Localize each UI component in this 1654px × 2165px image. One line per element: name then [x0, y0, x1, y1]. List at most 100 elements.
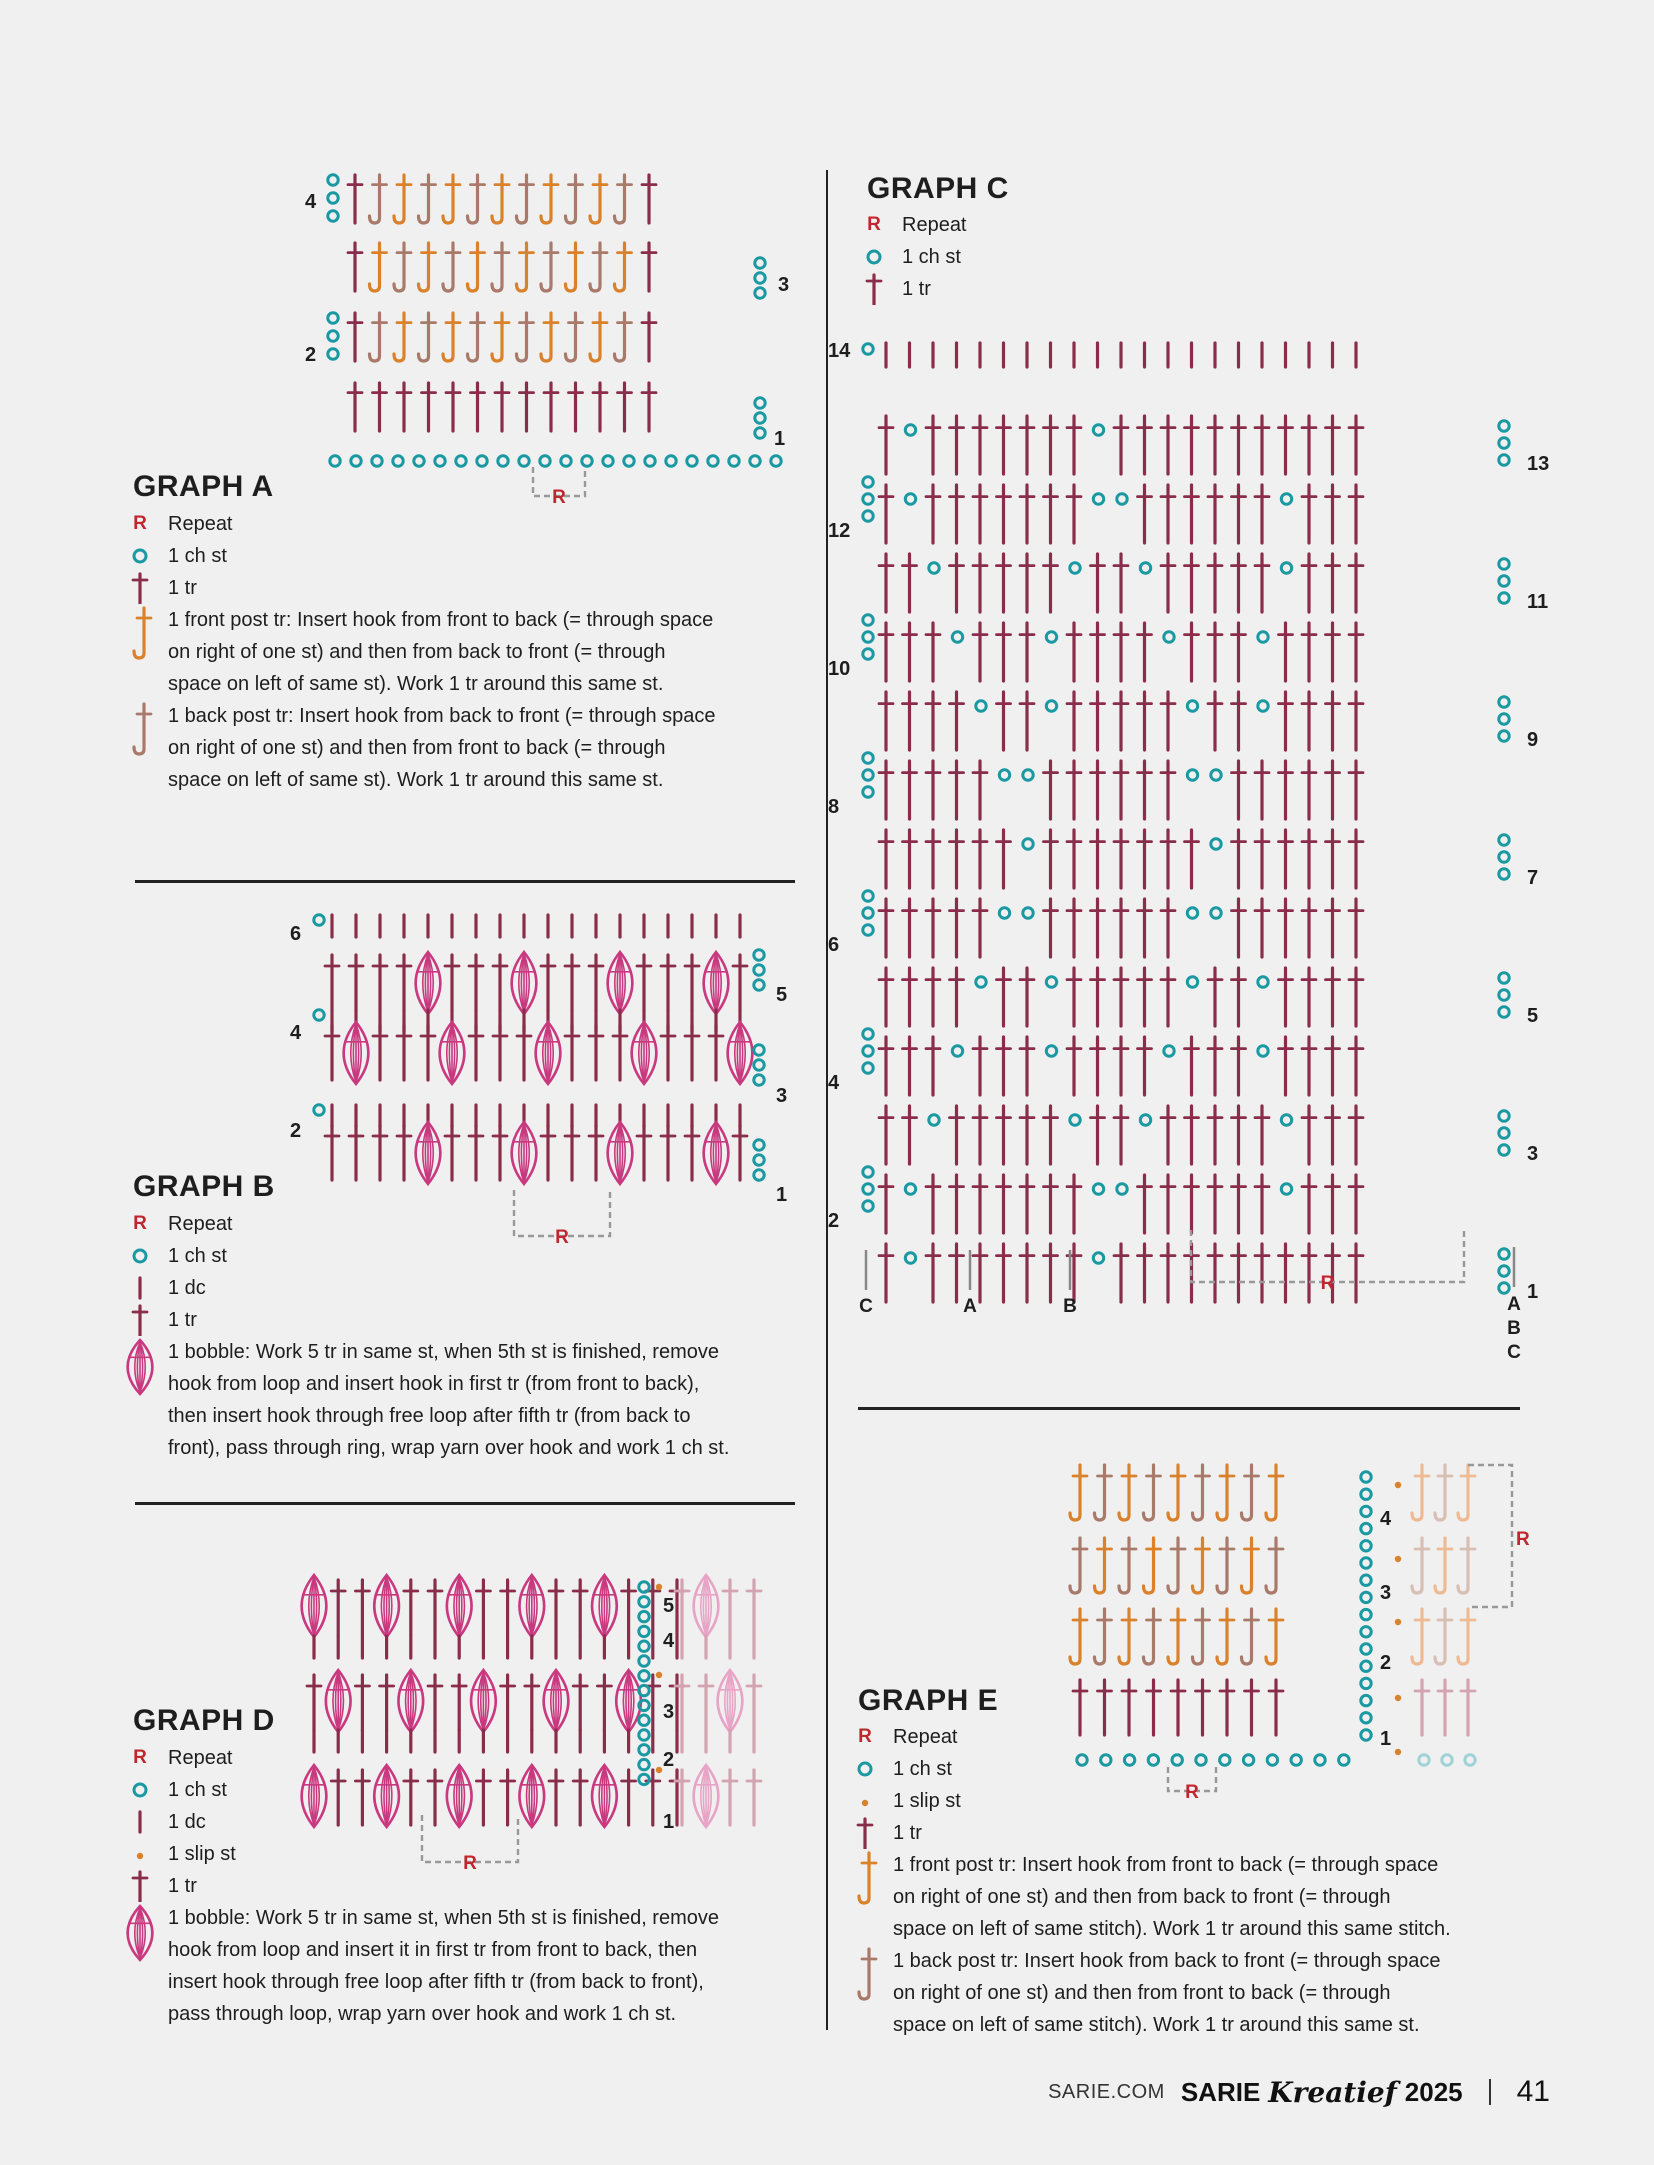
treble-symbol	[1136, 1173, 1153, 1235]
treble-symbol	[1065, 759, 1083, 821]
size-marker-label: A	[1507, 1294, 1521, 1315]
slip-stitch-dot	[1394, 1618, 1402, 1626]
legend-text: Repeat	[168, 513, 233, 535]
chain-circle	[326, 311, 340, 325]
legend-item: R Repeat	[112, 508, 812, 540]
graph-a-legend: R Repeat 1 ch st 1 tr 1 front post tr: Inser…	[112, 508, 812, 796]
treble-symbol	[673, 1673, 691, 1732]
chain-circle	[1279, 1182, 1294, 1196]
post-treble-symbol	[490, 241, 511, 293]
footer-brand: SARIE	[1180, 2076, 1261, 2107]
treble-symbol	[1300, 621, 1318, 683]
repeat-symbol: R	[133, 1747, 147, 1768]
legend-text-line: 1 back post tr: Insert hook from back to…	[168, 705, 716, 727]
size-marker-label: A	[963, 1296, 977, 1317]
chain-circle	[132, 1782, 148, 1798]
legend-text: 1 back post tr: Insert hook from back to…	[168, 700, 716, 796]
graph-d-legend: R Repeat 1 ch st 1 dc 1 slip st 1 tr 1 bobble:…	[112, 1742, 812, 2030]
post-treble-symbol	[1456, 1536, 1477, 1595]
chain-circle	[752, 1168, 766, 1182]
graph-b-title: GRAPH B	[133, 1170, 275, 1203]
legend-symbol	[112, 1240, 168, 1272]
post-treble-symbol	[588, 311, 609, 363]
chain-circle	[866, 249, 882, 265]
graph-a-title: GRAPH A	[133, 470, 274, 503]
treble-symbol	[901, 552, 918, 614]
chain-circle	[1115, 1182, 1129, 1196]
treble-symbol	[1159, 966, 1177, 1028]
chain-circle	[132, 548, 148, 564]
post-treble-symbol	[392, 173, 413, 225]
treble-symbol	[1183, 621, 1200, 683]
post-treble-symbol	[588, 241, 609, 293]
legend-text: 1 ch st	[902, 246, 961, 268]
post-treble-symbol	[514, 311, 535, 363]
post-treble-symbol	[1239, 1536, 1260, 1595]
legend-item: R Repeat	[846, 209, 1146, 241]
legend-text: 1 ch st	[893, 1758, 952, 1780]
treble-symbol	[493, 381, 511, 433]
legend-text-line: insert hook through free loop after fift…	[168, 1971, 704, 1993]
chain-circle	[752, 1073, 766, 1087]
chain-circle	[622, 454, 636, 468]
chain-circle	[1359, 1573, 1373, 1587]
chain-circle	[903, 1251, 918, 1265]
row-number-label: 5	[776, 984, 787, 1006]
legend-item: 1 tr	[837, 1817, 1537, 1849]
treble-symbol	[419, 1023, 437, 1082]
repeat-bracket: R	[1166, 1767, 1218, 1803]
treble-symbol	[707, 1023, 725, 1082]
footer-site: SARIE.COM	[1048, 2080, 1165, 2103]
treble-symbol	[1300, 690, 1318, 752]
chain-circle	[1359, 1470, 1373, 1484]
treble-symbol	[1112, 1104, 1130, 1166]
treble-symbol	[1347, 828, 1365, 890]
treble-symbol	[640, 311, 658, 363]
treble-symbol	[948, 414, 965, 476]
treble-symbol	[1230, 897, 1247, 959]
row-number-label: 1	[774, 428, 785, 450]
treble-symbol	[924, 483, 942, 545]
bobble-symbol	[726, 1019, 754, 1087]
treble-symbol	[474, 1768, 492, 1827]
post-treble-symbol	[1215, 1463, 1236, 1522]
treble-symbol	[721, 1578, 739, 1637]
row-number-label: 2	[828, 1210, 839, 1232]
chain-circle	[1115, 492, 1129, 506]
post-treble-symbol	[539, 241, 560, 293]
treble-symbol	[1042, 759, 1059, 821]
post-treble-symbol	[1456, 1607, 1477, 1666]
legend-symbol: R	[112, 1208, 168, 1240]
legend-item: 1 slip st	[112, 1838, 812, 1870]
legend-text-line: space on left of same st). Work 1 tr aro…	[168, 769, 664, 791]
treble-symbol	[1253, 897, 1271, 959]
chain-circle	[370, 454, 384, 468]
treble-symbol	[971, 1242, 989, 1304]
treble-symbol	[1230, 483, 1247, 545]
legend-text: 1 bobble: Work 5 tr in same st, when 5th…	[168, 1902, 719, 2030]
legend-symbol	[837, 1945, 893, 2005]
legend-symbol	[112, 1304, 168, 1336]
post-treble-symbol	[132, 702, 153, 756]
chain-circle	[861, 906, 875, 920]
treble-symbol	[1018, 1104, 1036, 1166]
treble-symbol	[467, 953, 485, 1012]
chain-circle	[1021, 768, 1035, 782]
chain-circle	[1497, 1109, 1511, 1123]
bobble-symbol	[300, 1762, 328, 1830]
bobble-symbol	[518, 1572, 546, 1640]
treble-symbol	[1065, 690, 1083, 752]
legend-item: 1 ch st	[846, 241, 1146, 273]
legend-text-line: 1 front post tr: Insert hook from front …	[893, 1854, 1439, 1876]
treble-symbol	[1253, 759, 1271, 821]
post-treble-symbol	[1239, 1463, 1260, 1522]
post-treble-symbol	[416, 241, 437, 293]
treble-symbol	[1136, 759, 1153, 821]
post-treble-symbol	[539, 173, 560, 225]
treble-symbol	[1194, 1678, 1211, 1737]
treble-symbol	[1089, 552, 1106, 614]
treble-symbol	[444, 381, 462, 433]
post-treble-symbol	[132, 606, 153, 660]
repeat-bracket: R	[531, 467, 587, 508]
post-treble-symbol	[441, 173, 462, 225]
